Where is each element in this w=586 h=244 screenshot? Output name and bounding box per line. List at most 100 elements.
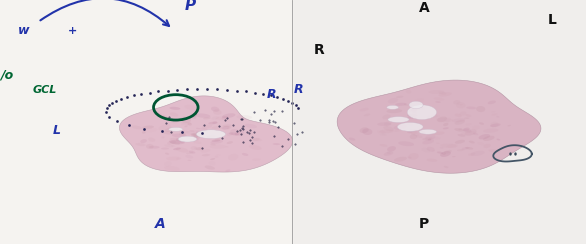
Ellipse shape — [407, 116, 416, 119]
Ellipse shape — [181, 121, 184, 122]
Text: L: L — [53, 124, 61, 137]
Ellipse shape — [406, 123, 413, 125]
Ellipse shape — [423, 140, 434, 144]
Text: R: R — [294, 83, 304, 96]
Ellipse shape — [228, 154, 239, 161]
Ellipse shape — [196, 147, 204, 150]
Ellipse shape — [437, 118, 452, 122]
Ellipse shape — [434, 97, 444, 101]
Text: R: R — [314, 43, 324, 57]
Ellipse shape — [193, 134, 200, 139]
Ellipse shape — [196, 132, 203, 134]
Ellipse shape — [171, 119, 178, 123]
Ellipse shape — [420, 107, 425, 110]
Ellipse shape — [148, 137, 155, 142]
Ellipse shape — [235, 131, 244, 136]
Ellipse shape — [382, 114, 391, 119]
Ellipse shape — [473, 133, 478, 135]
Ellipse shape — [387, 109, 402, 113]
Ellipse shape — [212, 121, 217, 124]
Ellipse shape — [380, 134, 387, 136]
Text: +: + — [67, 26, 77, 36]
Ellipse shape — [410, 134, 417, 139]
Ellipse shape — [394, 157, 407, 162]
Ellipse shape — [478, 142, 484, 145]
Ellipse shape — [190, 115, 196, 119]
Ellipse shape — [364, 113, 370, 116]
Ellipse shape — [146, 144, 154, 149]
Ellipse shape — [421, 148, 430, 152]
Ellipse shape — [190, 146, 197, 150]
Ellipse shape — [432, 150, 435, 152]
Ellipse shape — [226, 146, 228, 148]
Ellipse shape — [162, 136, 165, 138]
Polygon shape — [120, 96, 292, 172]
Ellipse shape — [407, 157, 411, 158]
Ellipse shape — [440, 143, 456, 148]
Ellipse shape — [169, 127, 183, 131]
Ellipse shape — [397, 122, 423, 131]
Ellipse shape — [362, 128, 372, 135]
Ellipse shape — [176, 138, 185, 143]
Ellipse shape — [236, 115, 252, 119]
Ellipse shape — [181, 122, 191, 124]
Ellipse shape — [387, 146, 396, 152]
Ellipse shape — [144, 128, 157, 132]
Ellipse shape — [437, 116, 447, 122]
Ellipse shape — [430, 137, 441, 140]
Ellipse shape — [464, 128, 469, 131]
Ellipse shape — [227, 141, 233, 144]
Ellipse shape — [488, 101, 496, 104]
Ellipse shape — [164, 166, 180, 171]
Ellipse shape — [384, 121, 392, 126]
Ellipse shape — [165, 127, 178, 132]
Ellipse shape — [227, 128, 230, 130]
Ellipse shape — [142, 131, 145, 134]
Ellipse shape — [453, 100, 460, 105]
Ellipse shape — [462, 147, 469, 150]
Ellipse shape — [388, 117, 409, 122]
Ellipse shape — [427, 159, 437, 162]
Ellipse shape — [192, 132, 207, 136]
Ellipse shape — [213, 109, 222, 115]
Ellipse shape — [185, 155, 193, 158]
Ellipse shape — [170, 112, 178, 117]
Ellipse shape — [439, 92, 446, 94]
Ellipse shape — [195, 110, 200, 112]
Ellipse shape — [388, 98, 398, 103]
Ellipse shape — [185, 125, 188, 127]
Ellipse shape — [479, 122, 484, 125]
Ellipse shape — [456, 102, 465, 108]
Ellipse shape — [176, 158, 179, 160]
Ellipse shape — [170, 141, 180, 145]
Bar — [294, 0, 586, 244]
Ellipse shape — [172, 133, 187, 137]
Ellipse shape — [435, 101, 441, 103]
Ellipse shape — [206, 135, 215, 139]
Ellipse shape — [379, 129, 394, 133]
Ellipse shape — [465, 129, 476, 136]
Ellipse shape — [186, 130, 202, 134]
Ellipse shape — [444, 117, 450, 121]
Ellipse shape — [360, 108, 369, 111]
Ellipse shape — [273, 143, 280, 145]
Ellipse shape — [461, 131, 476, 135]
Ellipse shape — [196, 128, 200, 129]
Ellipse shape — [212, 139, 220, 142]
Ellipse shape — [229, 132, 239, 135]
Ellipse shape — [483, 144, 490, 148]
Ellipse shape — [377, 130, 386, 134]
Ellipse shape — [394, 129, 400, 132]
Ellipse shape — [186, 137, 192, 139]
Ellipse shape — [443, 127, 449, 129]
Ellipse shape — [387, 105, 398, 109]
Ellipse shape — [472, 125, 479, 130]
Ellipse shape — [196, 130, 226, 139]
Ellipse shape — [182, 131, 189, 133]
Ellipse shape — [203, 117, 211, 119]
Ellipse shape — [409, 110, 413, 112]
Ellipse shape — [171, 145, 175, 146]
Ellipse shape — [214, 155, 218, 158]
Ellipse shape — [432, 132, 445, 135]
Ellipse shape — [471, 151, 485, 156]
